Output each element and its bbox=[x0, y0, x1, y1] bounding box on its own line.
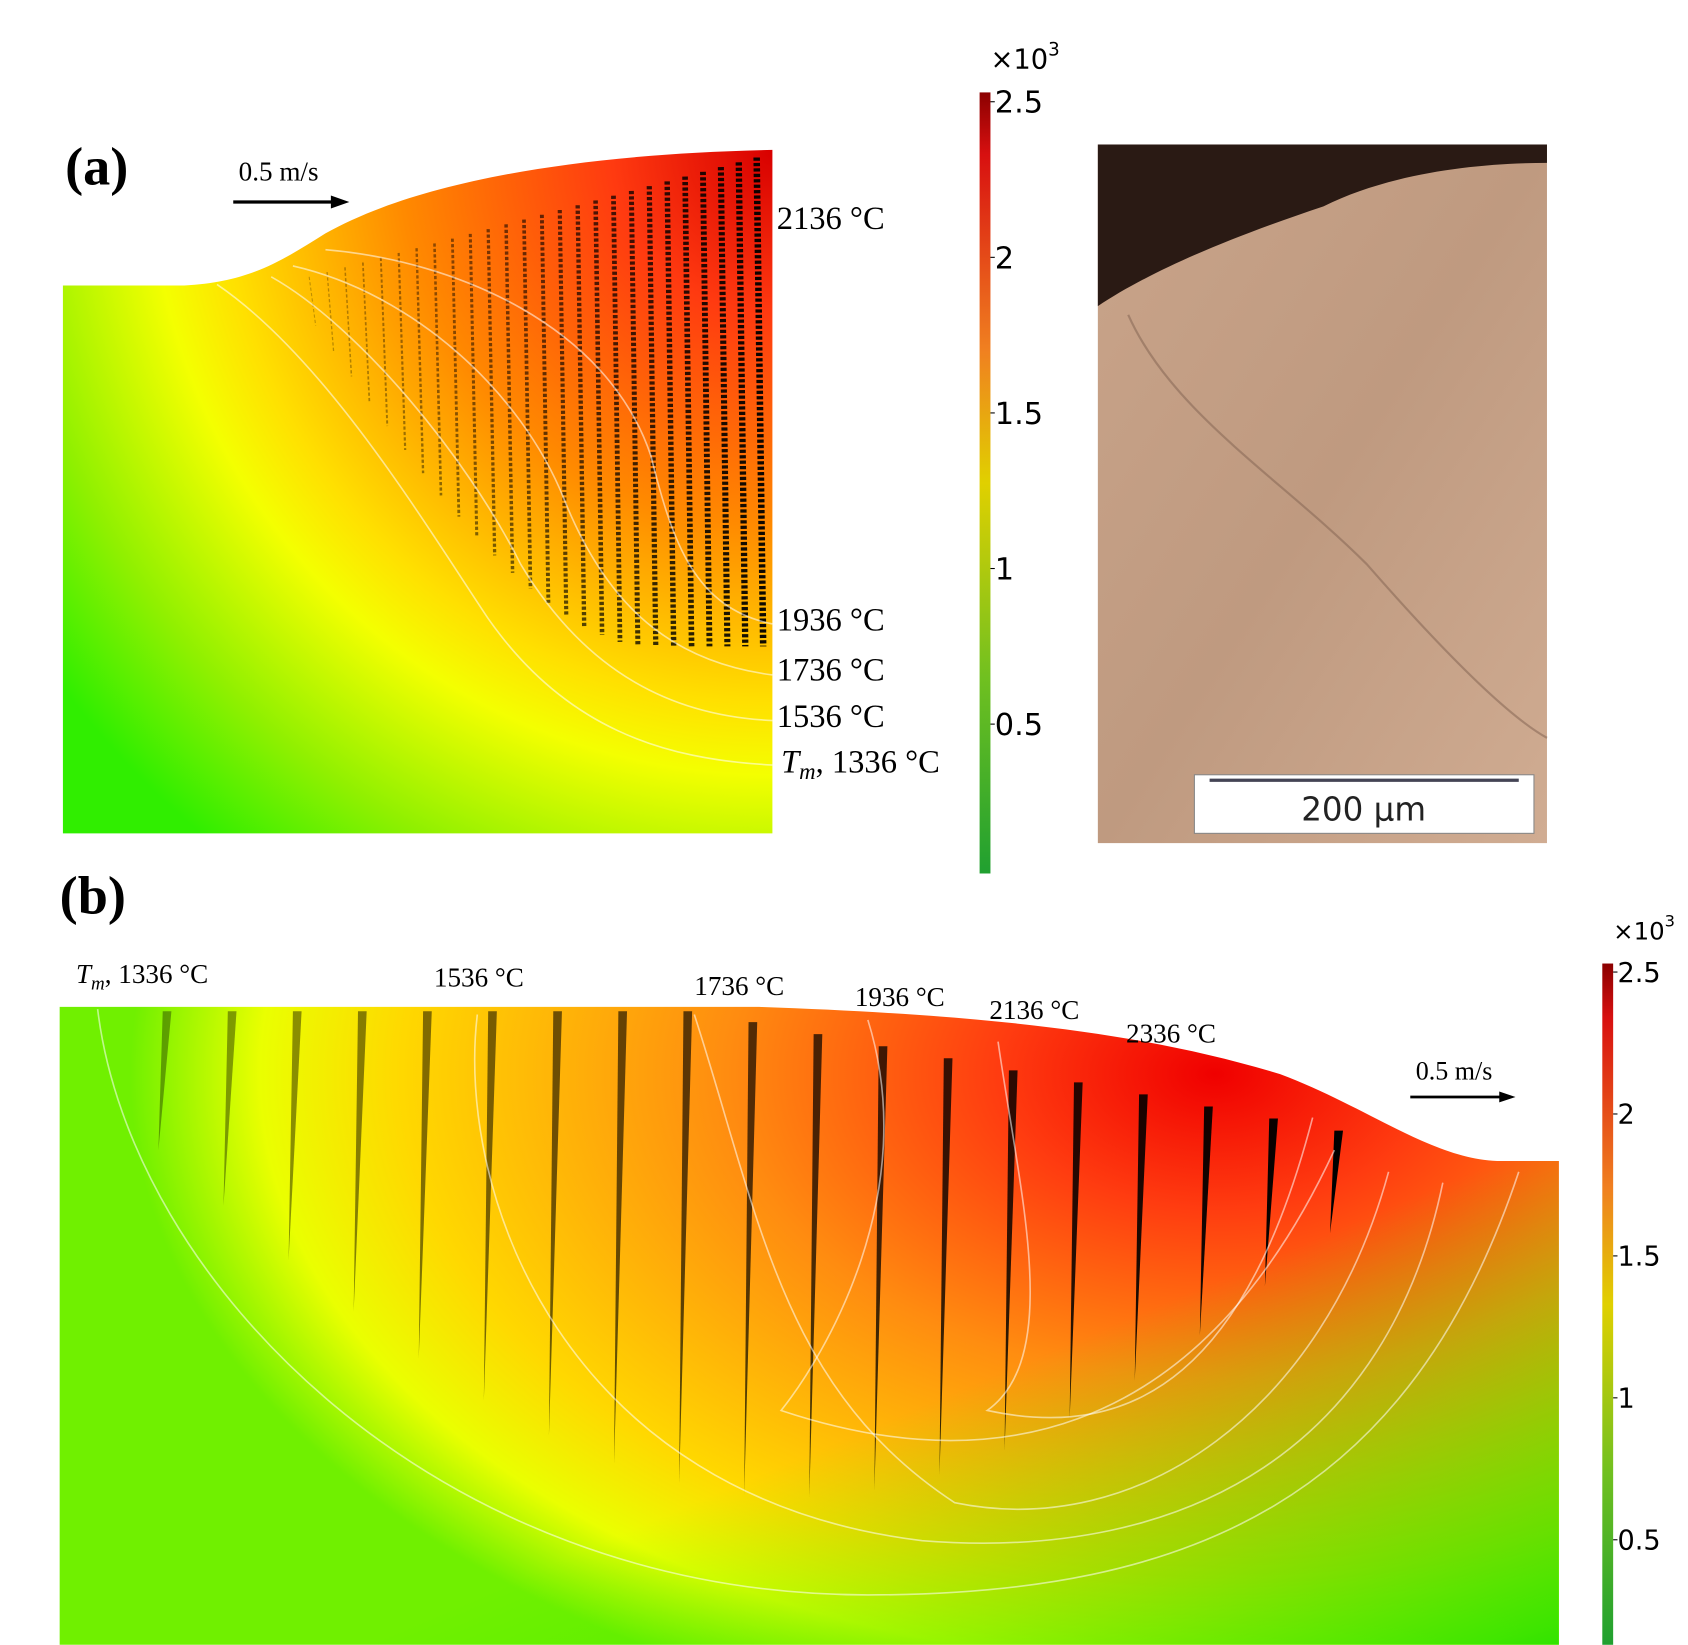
panel-b bbox=[59, 1006, 1559, 1645]
velocity-vector bbox=[344, 267, 353, 377]
velocity-arrowhead bbox=[330, 195, 350, 209]
colorbar-tick-label: 0.5 bbox=[1617, 1526, 1660, 1557]
isotherm-label: 1736 °C bbox=[777, 652, 885, 688]
colorbar bbox=[1602, 963, 1614, 1645]
colorbar-tick-label: 0.5 bbox=[995, 708, 1043, 743]
velocity-vector bbox=[353, 1011, 367, 1312]
velocity-label: 0.5 m/s bbox=[1416, 1057, 1493, 1086]
velocity-vector bbox=[415, 248, 425, 474]
isotherm-label: 1736 °C bbox=[694, 971, 784, 1001]
velocity-field bbox=[308, 157, 767, 647]
isotherm-symbol: T bbox=[781, 745, 802, 781]
velocity-vector bbox=[1134, 1094, 1148, 1381]
isotherm-label: Tm, 1336 °C bbox=[76, 959, 208, 995]
velocity-vector bbox=[1264, 1118, 1278, 1287]
cooling-overlay bbox=[59, 1006, 1559, 1645]
velocity-label: 0.5 m/s bbox=[239, 156, 319, 186]
velocity-vector bbox=[735, 162, 749, 647]
colorbar bbox=[979, 92, 991, 874]
isotherm-label: 2136 °C bbox=[777, 201, 885, 237]
velocity-vector bbox=[557, 209, 569, 616]
isotherm-text: , 1336 °C bbox=[105, 959, 208, 989]
colorbar-tick-label: 1.5 bbox=[1617, 1242, 1660, 1273]
velocity-vector bbox=[158, 1011, 172, 1151]
velocity-vector bbox=[593, 200, 605, 635]
velocity-vector bbox=[700, 171, 713, 647]
multiplier-base: ×10 bbox=[990, 45, 1048, 76]
isotherm-label: 1536 °C bbox=[434, 962, 524, 992]
colorbar-tick-label: 2.5 bbox=[995, 86, 1043, 121]
isotherm-label: 1936 °C bbox=[855, 982, 945, 1012]
colorbar-tick-label: 1 bbox=[995, 552, 1014, 587]
colorbar-tick-label: 1.5 bbox=[995, 397, 1043, 432]
colorbar-tick-label: 2 bbox=[995, 241, 1014, 276]
colorbar-multiplier: ×103 bbox=[1613, 912, 1675, 946]
velocity-vector bbox=[379, 257, 389, 427]
colorbar-tick-label: 2 bbox=[1617, 1100, 1634, 1131]
velocity-vector bbox=[522, 219, 533, 589]
multiplier-exponent: 3 bbox=[1665, 912, 1675, 931]
panel-a bbox=[62, 149, 773, 834]
colorbar-tick-label: 2.5 bbox=[1617, 958, 1660, 989]
isotherm-label: 1936 °C bbox=[777, 602, 885, 638]
isotherm-text: , 1336 °C bbox=[816, 745, 940, 781]
scale-bar-box bbox=[1193, 774, 1535, 834]
isotherms bbox=[96, 1008, 1520, 1596]
velocity-vector bbox=[362, 262, 371, 402]
isotherm-symbol: T bbox=[76, 959, 93, 989]
velocity-vector bbox=[664, 181, 677, 647]
velocity-vector bbox=[288, 1011, 302, 1261]
velocity-vector bbox=[611, 195, 623, 642]
isotherm-subscript: m bbox=[91, 974, 105, 995]
isotherm-subscript: m bbox=[799, 759, 815, 784]
background-region bbox=[1097, 144, 1547, 307]
colorbar-tick-label: 1 bbox=[1617, 1384, 1634, 1415]
micrograph bbox=[1097, 144, 1548, 844]
velocity-vector bbox=[939, 1058, 953, 1475]
velocity-vector bbox=[646, 186, 659, 647]
panel-label: (a) bbox=[65, 137, 128, 197]
panel-label: (b) bbox=[60, 866, 126, 926]
isotherm-label: 2336 °C bbox=[1126, 1019, 1216, 1049]
velocity-vector bbox=[682, 176, 695, 647]
isotherm-label: 1536 °C bbox=[777, 699, 885, 735]
isotherm-label: Tm, 1336 °C bbox=[781, 745, 940, 785]
velocity-vector bbox=[1199, 1106, 1213, 1336]
fusion-boundary bbox=[1127, 314, 1548, 739]
velocity-vector bbox=[717, 167, 731, 647]
velocity-vector bbox=[504, 224, 515, 573]
isotherm-label: 2136 °C bbox=[989, 995, 1079, 1025]
multiplier-exponent: 3 bbox=[1048, 40, 1060, 61]
melt-pool-simulation bbox=[62, 149, 773, 834]
scale-bar-label: 200 µm bbox=[1301, 790, 1426, 828]
velocity-vector bbox=[326, 272, 335, 352]
multiplier-base: ×10 bbox=[1613, 917, 1664, 946]
velocity-vector bbox=[753, 157, 767, 647]
velocity-arrowhead bbox=[1499, 1091, 1516, 1103]
velocity-vector bbox=[486, 229, 497, 556]
velocity-vector bbox=[397, 252, 407, 451]
velocity-vector bbox=[308, 276, 317, 326]
velocity-vector bbox=[450, 238, 461, 517]
colorbar-multiplier: ×103 bbox=[990, 40, 1059, 76]
isotherms bbox=[216, 248, 773, 766]
velocity-vector bbox=[433, 243, 443, 496]
